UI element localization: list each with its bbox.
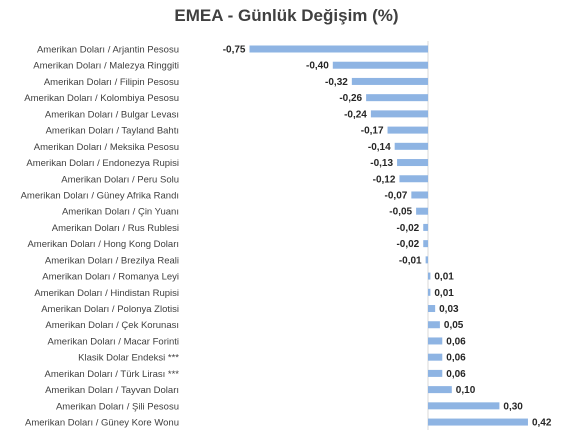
category-label: Amerikan Doları / Romanya Leyi <box>42 272 179 283</box>
value-label: 0,01 <box>434 288 454 299</box>
category-label: Amerikan Doları / Filipin Pesosu <box>44 77 179 88</box>
bar <box>370 110 428 118</box>
bar <box>399 175 428 183</box>
value-label: -0,40 <box>306 61 329 72</box>
category-label: Amerikan Doları / Çin Yuanı <box>62 207 179 218</box>
bar <box>423 240 428 248</box>
category-label: Amerikan Doları / Hong Kong Doları <box>27 239 179 250</box>
value-label: 0,05 <box>444 320 464 331</box>
bar <box>394 142 428 150</box>
category-label: Amerikan Doları / Şili Pesosu <box>56 401 179 412</box>
bar <box>249 45 428 53</box>
value-label: 0,01 <box>434 272 454 283</box>
bar <box>332 61 428 69</box>
value-label: -0,01 <box>399 255 422 266</box>
value-label: 0,06 <box>446 353 466 364</box>
category-label: Amerikan Doları / Kolombiya Pesosu <box>24 93 179 104</box>
bar <box>428 369 443 377</box>
category-label: Amerikan Doları / Brezilya Reali <box>45 255 179 266</box>
value-label: -0,02 <box>396 239 419 250</box>
category-label: Amerikan Doları / Hindistan Rupisi <box>34 288 179 299</box>
value-label: -0,17 <box>361 126 384 137</box>
bar <box>351 77 428 85</box>
category-label: Amerikan Doları / Güney Kore Wonu <box>25 418 179 429</box>
value-label: -0,24 <box>344 109 367 120</box>
bar <box>366 94 428 102</box>
bar <box>428 288 431 296</box>
value-label: -0,07 <box>385 190 408 201</box>
category-label: Amerikan Doları / Türk Lirası *** <box>45 369 180 380</box>
category-label: Amerikan Doları / Macar Forinti <box>48 336 179 347</box>
value-label: 0,06 <box>446 336 466 347</box>
category-label: Amerikan Doları / Polonya Zlotisi <box>41 304 179 315</box>
category-label: Klasik Dolar Endeksi *** <box>78 353 179 364</box>
bar <box>387 126 428 134</box>
bar <box>416 207 428 215</box>
value-label: 0,10 <box>456 385 476 396</box>
category-label: Amerikan Doları / Çek Korunası <box>45 320 179 331</box>
value-label: -0,12 <box>373 174 396 185</box>
value-label: 0,42 <box>532 418 552 429</box>
bar <box>428 337 443 345</box>
category-label: Amerikan Doları / Tayland Bahtı <box>46 126 179 137</box>
category-label: Amerikan Doları / Meksika Pesosu <box>34 142 179 153</box>
bar <box>428 305 436 313</box>
category-label: Amerikan Doları / Malezya Ringgiti <box>33 61 179 72</box>
value-label: -0,14 <box>368 142 391 153</box>
category-label: Amerikan Doları / Bulgar Levası <box>45 109 179 120</box>
value-label: 0,03 <box>439 304 459 315</box>
bar <box>397 159 428 167</box>
value-label: 0,30 <box>503 401 523 412</box>
bar <box>428 418 528 426</box>
chart-title: EMEA - Günlük Değişim (%) <box>174 6 399 25</box>
bar <box>411 191 428 199</box>
category-label: Amerikan Doları / Endonezya Rupisi <box>26 158 179 169</box>
value-label: -0,05 <box>389 207 412 218</box>
category-label: Amerikan Doları / Rus Rublesi <box>52 223 179 234</box>
value-label: -0,26 <box>339 93 362 104</box>
value-label: -0,13 <box>370 158 393 169</box>
category-label: Amerikan Doları / Güney Afrika Randı <box>21 190 179 201</box>
bar <box>423 223 428 231</box>
bar <box>428 321 440 329</box>
category-label: Amerikan Doları / Arjantin Pesosu <box>37 45 179 56</box>
value-label: -0,02 <box>396 223 419 234</box>
value-label: -0,75 <box>223 45 246 56</box>
value-label: -0,32 <box>325 77 348 88</box>
bar <box>428 353 443 361</box>
category-label: Amerikan Doları / Peru Solu <box>61 174 179 185</box>
bar <box>425 256 428 264</box>
category-label: Amerikan Doları / Tayvan Doları <box>45 385 179 396</box>
value-label: 0,06 <box>446 369 466 380</box>
bar <box>428 402 500 410</box>
bar <box>428 272 431 280</box>
bar <box>428 386 452 394</box>
